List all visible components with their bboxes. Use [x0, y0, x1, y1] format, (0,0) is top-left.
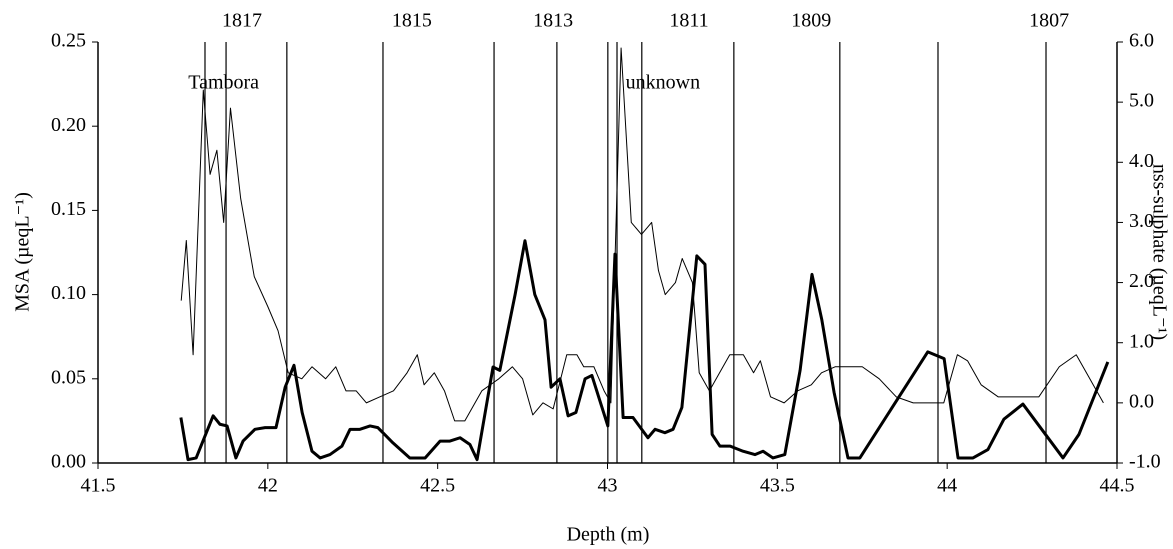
year-label: 1811 [669, 10, 708, 32]
y2-tick-label: 6.0 [1129, 30, 1154, 52]
y-tick-label: 0.10 [51, 282, 86, 304]
year-label: 1809 [791, 10, 831, 32]
y-axis-title: MSA (µeqL⁻¹) [12, 192, 34, 312]
x-tick-label: 43 [598, 475, 618, 497]
y-tick-label: 0.15 [51, 198, 86, 220]
y2-tick-label: 2.0 [1129, 270, 1154, 292]
year-label: 1815 [392, 10, 432, 32]
y-tick-label: 0.20 [51, 114, 86, 136]
y2-tick-label: 3.0 [1129, 210, 1154, 232]
x-tick-label: 42.5 [420, 475, 455, 497]
y2-tick-label: 4.0 [1129, 150, 1154, 172]
x-tick-label: 44 [937, 475, 957, 497]
x-tick-label: 44.5 [1100, 475, 1135, 497]
y2-tick-label: 1.0 [1129, 330, 1154, 352]
year-label: 1807 [1029, 10, 1069, 32]
x-tick-label: 42 [258, 475, 278, 497]
y2-axis-title: nss-sulphate (µeqL⁻¹) [1148, 164, 1170, 340]
x-axis-title: Depth (m) [567, 524, 650, 546]
y2-tick-label: 0.0 [1129, 390, 1154, 412]
annotation: Tambora [188, 72, 259, 94]
y2-tick-label: 5.0 [1129, 90, 1154, 112]
y-tick-label: 0.25 [51, 30, 86, 52]
y-tick-label: 0.00 [51, 451, 86, 473]
y-tick-label: 0.05 [51, 366, 86, 388]
data-line [180, 47, 1104, 422]
year-label: 1817 [222, 10, 262, 32]
x-tick-label: 41.5 [81, 475, 116, 497]
annotation: unknown [626, 72, 700, 94]
year-label: 1813 [533, 10, 573, 32]
x-tick-label: 43.5 [760, 475, 795, 497]
data-line [179, 239, 1110, 462]
y2-tick-label: -1.0 [1129, 451, 1161, 473]
